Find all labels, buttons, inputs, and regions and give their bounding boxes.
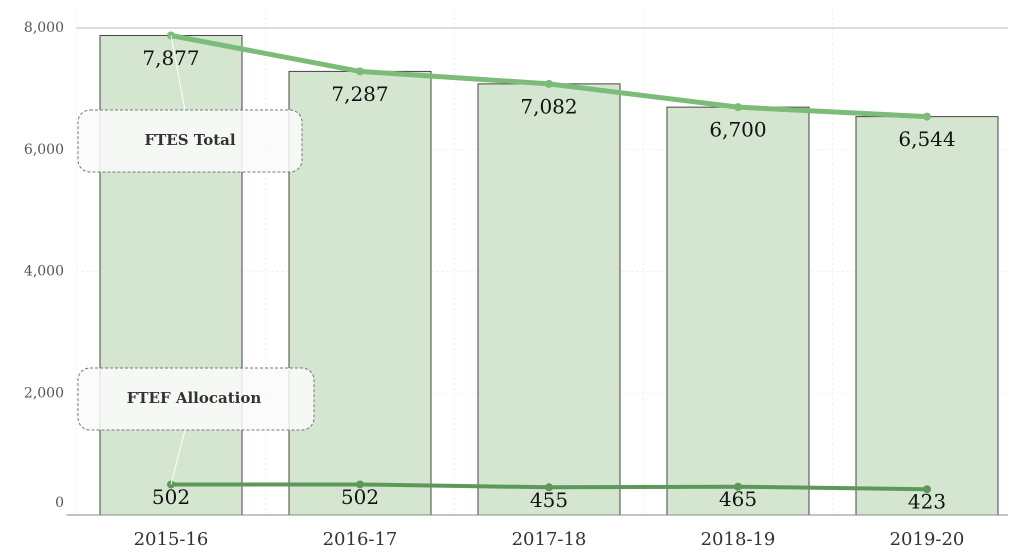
point (923, 485, 931, 494)
y-tick-label: 0 (55, 495, 64, 511)
x-tick-label: 2017-18 (512, 529, 587, 550)
bar (855, 116, 999, 516)
y-tick-label: 2,000 (24, 385, 64, 401)
y-tick-label: 8,000 (24, 20, 64, 36)
x-tick-label: 2019-20 (890, 529, 965, 550)
point (923, 112, 931, 121)
bar (477, 83, 621, 516)
data-label: 423 (908, 490, 946, 514)
annotation-label: FTEF Allocation (127, 389, 262, 407)
annotation-label: FTES Total (144, 131, 235, 149)
data-label: 7,877 (142, 46, 199, 70)
x-tick-label: 2018-19 (701, 529, 776, 550)
x-tick-label: 2015-16 (134, 529, 209, 550)
bar (288, 70, 432, 516)
point (545, 79, 553, 88)
annotation-box (77, 367, 315, 431)
point (545, 483, 553, 492)
data-label: 502 (152, 485, 190, 509)
bar (99, 34, 243, 516)
annotation-box (77, 109, 303, 173)
point (356, 480, 364, 489)
annotation-connector (170, 429, 186, 485)
data-label: 465 (719, 487, 757, 511)
point (356, 67, 364, 76)
annotation-connector (170, 35, 186, 111)
point (734, 103, 742, 112)
y-tick-label: 4,000 (24, 264, 64, 280)
data-label: 6,700 (709, 118, 766, 142)
data-label: 455 (530, 488, 568, 512)
point (734, 482, 742, 491)
x-tick-label: 2016-17 (323, 529, 398, 550)
data-label: 6,544 (898, 127, 955, 151)
y-tick-label: 6,000 (24, 142, 64, 158)
data-label: 7,082 (520, 94, 577, 118)
bar (666, 106, 810, 516)
data-label: 7,287 (331, 82, 388, 106)
data-label: 502 (341, 485, 379, 509)
